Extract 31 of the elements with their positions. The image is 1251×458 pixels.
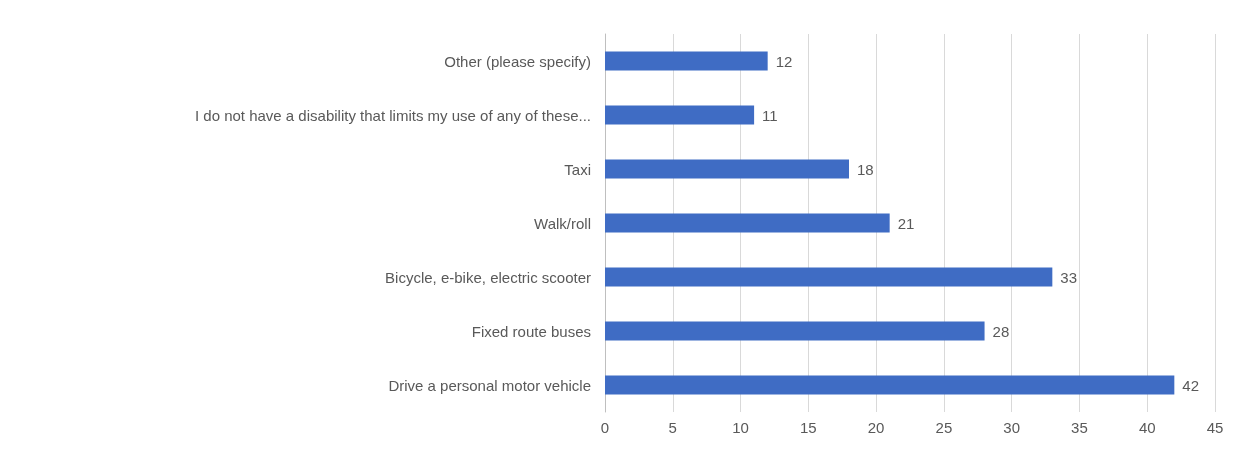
y-tick-label: I do not have a disability that limits my use of any of these...	[194, 106, 591, 124]
x-tick-label: 10	[732, 419, 749, 436]
data-label: 28	[992, 322, 1010, 340]
bar	[605, 321, 985, 341]
y-tick-label: Taxi	[564, 160, 591, 178]
bar	[605, 51, 768, 71]
bar	[605, 105, 755, 125]
y-tick-label: Fixed route buses	[471, 322, 591, 340]
x-tick-label: 45	[1206, 419, 1224, 436]
y-tick-label: Drive a personal motor vehicle	[388, 376, 591, 394]
x-tick-label: 15	[799, 419, 817, 436]
bar	[605, 375, 1175, 395]
data-label: 12	[775, 52, 793, 70]
x-tick-label: 25	[935, 419, 953, 436]
x-tick-label: 35	[1071, 419, 1088, 436]
data-label: 42	[1182, 376, 1200, 394]
y-tick-label: Other (please specify)	[444, 52, 591, 70]
data-label: 21	[897, 214, 915, 232]
x-tick-label: 5	[668, 419, 677, 436]
y-tick-label: Walk/roll	[534, 214, 591, 232]
y-tick-label: Bicycle, e-bike, electric scooter	[385, 268, 591, 286]
x-tick-label: 0	[600, 419, 610, 436]
x-tick-label: 30	[1003, 419, 1021, 436]
x-tick-label: 40	[1138, 419, 1156, 436]
data-label: 11	[762, 106, 778, 124]
x-tick-label: 20	[867, 419, 885, 436]
data-label: 18	[857, 160, 874, 178]
data-label: 33	[1060, 268, 1078, 286]
bar	[605, 213, 890, 233]
bar	[605, 159, 849, 179]
bar	[605, 267, 1053, 287]
